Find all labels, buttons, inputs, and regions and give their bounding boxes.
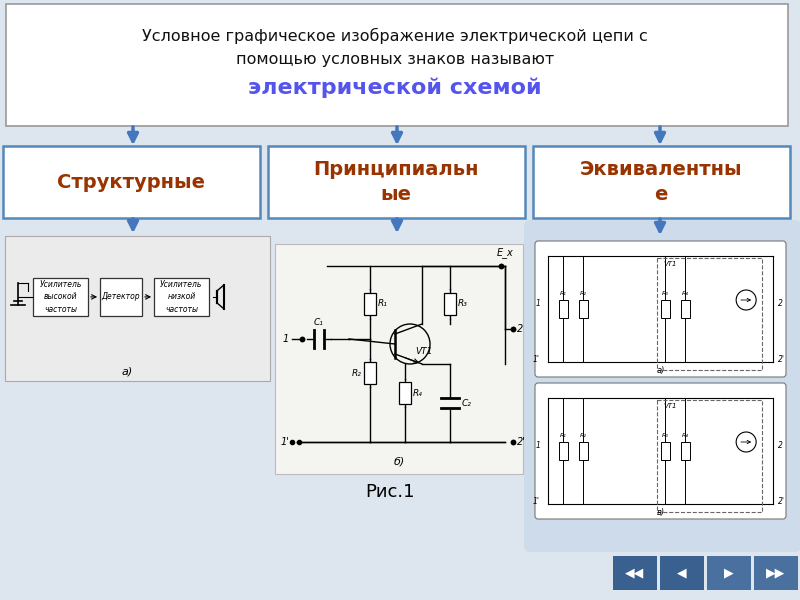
Bar: [754, 556, 798, 590]
FancyBboxPatch shape: [3, 146, 260, 218]
FancyBboxPatch shape: [6, 4, 788, 126]
Text: R₄: R₄: [682, 291, 689, 296]
Text: 1': 1': [533, 497, 540, 506]
Text: R₁: R₁: [559, 433, 566, 438]
FancyBboxPatch shape: [535, 241, 786, 377]
Text: 1: 1: [282, 334, 289, 344]
Bar: [364, 362, 376, 384]
FancyBboxPatch shape: [535, 383, 786, 519]
FancyBboxPatch shape: [275, 244, 523, 474]
Text: Условное графическое изображение электрической цепи с: Условное графическое изображение электри…: [142, 28, 648, 44]
Bar: [154, 278, 209, 316]
Text: E_x: E_x: [497, 247, 514, 258]
Text: C₂: C₂: [462, 398, 472, 407]
Bar: [707, 556, 751, 590]
Text: 2': 2': [778, 355, 785, 364]
Text: R₄: R₄: [413, 389, 423, 397]
Text: ◀: ◀: [677, 566, 687, 580]
Bar: [681, 300, 690, 318]
Bar: [364, 293, 376, 315]
Bar: [100, 278, 142, 316]
FancyBboxPatch shape: [524, 220, 800, 552]
Text: Принципиальн: Принципиальн: [314, 160, 478, 179]
Text: R₂: R₂: [579, 433, 586, 438]
Text: R₂: R₂: [579, 291, 586, 296]
Bar: [681, 442, 690, 460]
Text: частоты: частоты: [44, 305, 77, 314]
Text: VT1: VT1: [663, 403, 677, 409]
Bar: [399, 382, 411, 404]
Text: высокой: высокой: [44, 292, 78, 301]
Text: ▶▶: ▶▶: [766, 566, 786, 580]
Bar: [578, 300, 587, 318]
Text: 2: 2: [778, 442, 783, 451]
Text: R₃: R₃: [662, 433, 669, 438]
Text: в): в): [657, 508, 665, 517]
Text: Усилитель: Усилитель: [39, 280, 82, 289]
Text: R₄: R₄: [682, 433, 689, 438]
Text: 2: 2: [778, 299, 783, 308]
Text: б): б): [394, 457, 405, 467]
Text: R₃: R₃: [458, 299, 468, 308]
Text: VT1: VT1: [663, 261, 677, 267]
Bar: [558, 300, 567, 318]
Text: R₂: R₂: [352, 368, 362, 377]
Text: R₁: R₁: [559, 291, 566, 296]
Text: C₁: C₁: [314, 318, 324, 327]
Text: 1: 1: [535, 442, 540, 451]
Text: VT1: VT1: [415, 347, 432, 356]
FancyBboxPatch shape: [268, 146, 525, 218]
FancyBboxPatch shape: [533, 146, 790, 218]
Text: Структурные: Структурные: [57, 173, 205, 191]
Bar: [661, 442, 670, 460]
Bar: [661, 300, 670, 318]
Text: 2': 2': [517, 437, 526, 447]
Text: R₃: R₃: [662, 291, 669, 296]
Text: ▶: ▶: [724, 566, 734, 580]
Bar: [558, 442, 567, 460]
Text: Усилитель: Усилитель: [160, 280, 202, 289]
Text: электрической схемой: электрической схемой: [248, 78, 542, 98]
Text: Эквивалентны: Эквивалентны: [580, 160, 742, 179]
Text: а): а): [122, 366, 133, 376]
Text: е: е: [654, 185, 668, 204]
Bar: [578, 442, 587, 460]
Bar: [613, 556, 657, 590]
Text: а): а): [656, 365, 665, 374]
Text: Детектор: Детектор: [102, 292, 140, 301]
Bar: [33, 278, 88, 316]
Text: ◀◀: ◀◀: [626, 566, 645, 580]
Text: 1': 1': [280, 437, 289, 447]
Bar: [444, 293, 456, 315]
Text: R₁: R₁: [378, 299, 388, 308]
Text: 1: 1: [535, 299, 540, 308]
Text: 2': 2': [778, 497, 785, 506]
Text: низкой: низкой: [167, 292, 196, 301]
Text: Рис.1: Рис.1: [366, 483, 414, 501]
Text: помощью условных знаков называют: помощью условных знаков называют: [236, 52, 554, 67]
Bar: [660, 556, 704, 590]
Text: частоты: частоты: [165, 305, 198, 314]
FancyBboxPatch shape: [5, 236, 270, 381]
Text: 2: 2: [517, 324, 523, 334]
Text: 1': 1': [533, 355, 540, 364]
Text: ые: ые: [381, 185, 411, 204]
